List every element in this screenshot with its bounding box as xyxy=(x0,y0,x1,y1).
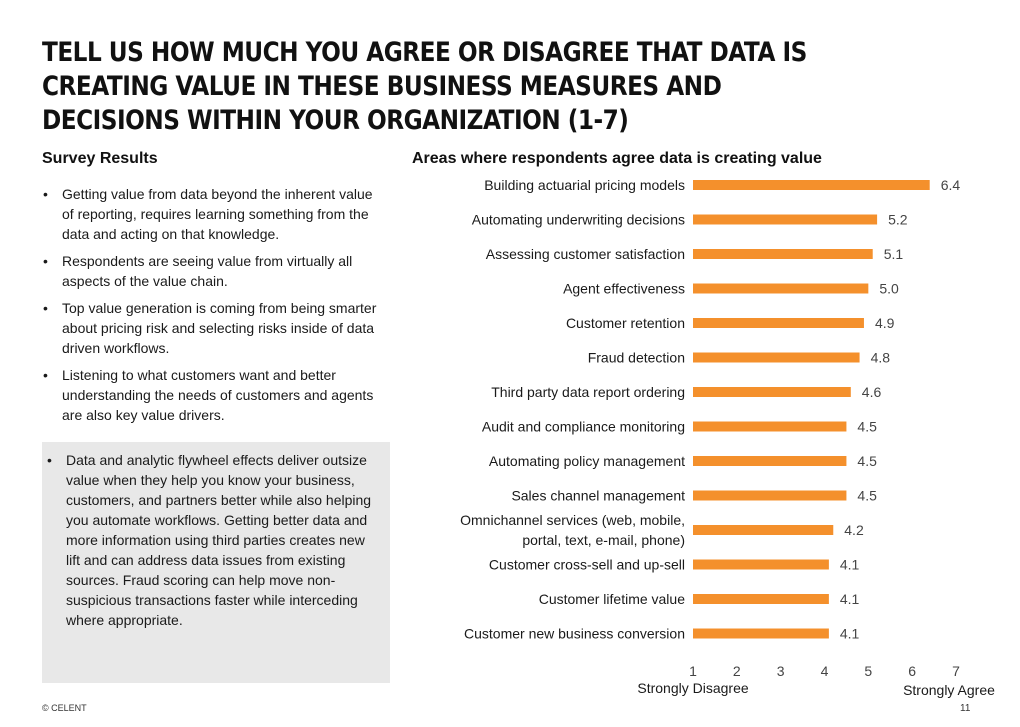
category-label-2: Automating underwriting decisions xyxy=(472,212,685,228)
x-tick-5: 5 xyxy=(864,663,872,679)
value-label-13: 4.1 xyxy=(840,591,860,607)
category-label-4: Agent effectiveness xyxy=(563,281,685,297)
x-axis-label-high: Strongly Agree xyxy=(903,682,995,698)
category-label-12: Customer cross-sell and up-sell xyxy=(489,557,685,573)
value-label-5: 4.9 xyxy=(875,315,895,331)
value-label-6: 4.8 xyxy=(871,350,891,366)
category-label-6: Fraud detection xyxy=(588,350,685,366)
survey-bullet-list: Getting value from data beyond the inher… xyxy=(42,184,382,432)
category-label-8: Audit and compliance monitoring xyxy=(482,419,685,435)
category-label-9: Automating policy management xyxy=(489,453,685,469)
bar-12 xyxy=(693,559,829,570)
survey-heading: Survey Results xyxy=(42,150,158,167)
value-label-11: 4.2 xyxy=(844,522,864,538)
page-title: Tell us how much you agree or disagree t… xyxy=(42,37,807,136)
category-label-1: Building actuarial pricing models xyxy=(484,177,685,193)
page-number: 11 xyxy=(960,703,971,714)
category-label-3: Assessing customer satisfaction xyxy=(486,246,685,262)
bar-13 xyxy=(693,594,829,604)
bar-1 xyxy=(693,180,930,190)
category-label-10: Sales channel management xyxy=(511,488,685,504)
bar-10 xyxy=(693,490,847,501)
bar-8 xyxy=(693,421,847,432)
x-tick-1: 1 xyxy=(689,663,697,679)
bar-3 xyxy=(693,249,873,259)
category-label-13: Customer lifetime value xyxy=(539,591,685,607)
survey-bullet: Listening to what customers want and bet… xyxy=(42,365,382,425)
survey-bullet: Respondents are seeing value from virtua… xyxy=(42,251,382,291)
bar-2 xyxy=(693,214,878,225)
bar-7 xyxy=(693,387,851,397)
bar-11 xyxy=(693,525,834,535)
bar-9 xyxy=(693,456,847,466)
value-label-3: 5.1 xyxy=(884,246,904,262)
category-label-7: Third party data report ordering xyxy=(491,384,685,400)
value-label-1: 6.4 xyxy=(941,177,961,193)
callout-box: Data and analytic flywheel effects deliv… xyxy=(42,442,390,683)
value-label-4: 5.0 xyxy=(879,281,899,297)
value-label-7: 4.6 xyxy=(862,384,882,400)
value-label-8: 4.5 xyxy=(857,419,877,435)
callout-text: Data and analytic flywheel effects deliv… xyxy=(47,450,380,630)
value-label-10: 4.5 xyxy=(857,488,877,504)
bar-5 xyxy=(693,318,864,328)
survey-bullet: Top value generation is coming from bein… xyxy=(42,298,382,358)
bar-6 xyxy=(693,352,860,363)
category-label-14: Customer new business conversion xyxy=(464,626,685,642)
value-label-14: 4.1 xyxy=(840,626,860,642)
category-label-11-line-1: Omnichannel services (web, mobile, xyxy=(460,512,685,528)
value-label-2: 5.2 xyxy=(888,212,908,228)
x-axis-label-low: Strongly Disagree xyxy=(637,680,748,696)
bar-4 xyxy=(693,283,869,294)
x-tick-4: 4 xyxy=(821,663,829,679)
category-label-5: Customer retention xyxy=(566,315,685,331)
x-tick-6: 6 xyxy=(908,663,916,679)
survey-bullet: Getting value from data beyond the inher… xyxy=(42,184,382,244)
x-tick-2: 2 xyxy=(733,663,741,679)
value-label-12: 4.1 xyxy=(840,557,860,573)
copyright: © CELENT xyxy=(42,703,87,713)
x-tick-7: 7 xyxy=(952,663,960,679)
bar-14 xyxy=(693,628,829,639)
x-tick-3: 3 xyxy=(777,663,785,679)
chart-title: Areas where respondents agree data is cr… xyxy=(412,150,822,167)
category-label-11-line-2: portal, text, e-mail, phone) xyxy=(522,532,685,548)
value-label-9: 4.5 xyxy=(857,453,877,469)
